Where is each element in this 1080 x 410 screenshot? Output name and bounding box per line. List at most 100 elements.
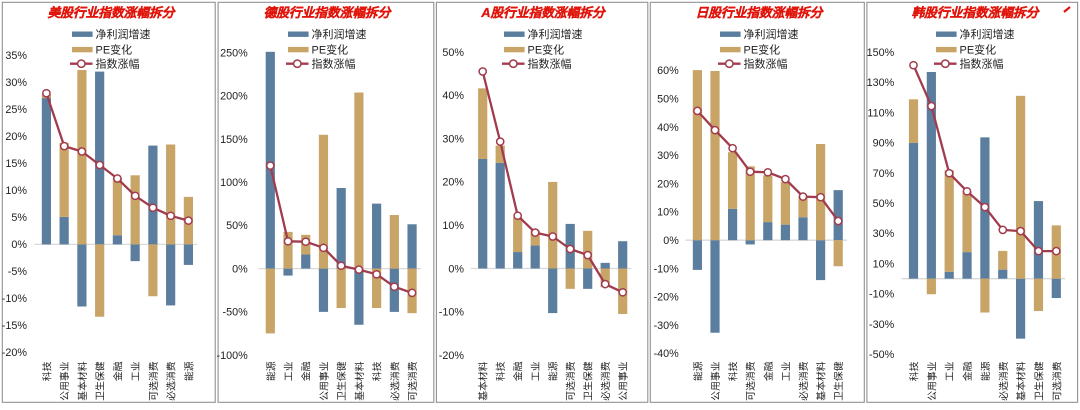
svg-text:-30%: -30% bbox=[654, 320, 680, 332]
svg-text:能源: 能源 bbox=[182, 361, 195, 381]
svg-text:35%: 35% bbox=[5, 50, 27, 62]
svg-text:30%: 30% bbox=[657, 150, 679, 162]
svg-text:A股行业指数涨幅拆分: A股行业指数涨幅拆分 bbox=[480, 6, 607, 20]
svg-text:-10%: -10% bbox=[654, 263, 680, 275]
svg-text:-30%: -30% bbox=[869, 319, 895, 331]
svg-text:20%: 20% bbox=[657, 178, 679, 190]
svg-text:-5%: -5% bbox=[8, 266, 28, 278]
svg-text:60%: 60% bbox=[657, 65, 679, 77]
svg-text:净利润增速: 净利润增速 bbox=[744, 27, 799, 41]
svg-text:卫生保健: 卫生保健 bbox=[94, 361, 107, 400]
svg-text:150%: 150% bbox=[220, 134, 248, 146]
svg-text:基本材料: 基本材料 bbox=[76, 361, 89, 400]
svg-text:必选消费: 必选消费 bbox=[599, 361, 612, 400]
svg-text:-50%: -50% bbox=[869, 349, 895, 361]
svg-text:能源: 能源 bbox=[691, 361, 704, 381]
svg-text:指数涨幅: 指数涨幅 bbox=[312, 57, 356, 71]
svg-text:卫生保健: 卫生保健 bbox=[335, 361, 348, 400]
svg-text:-15%: -15% bbox=[2, 320, 28, 332]
svg-text:50%: 50% bbox=[442, 47, 464, 59]
svg-text:基本材料: 基本材料 bbox=[815, 361, 828, 400]
svg-text:0%: 0% bbox=[663, 235, 679, 247]
svg-text:50%: 50% bbox=[226, 220, 248, 232]
svg-text:可选消费: 可选消费 bbox=[744, 361, 757, 400]
svg-text:金融: 金融 bbox=[300, 361, 313, 381]
svg-text:工业: 工业 bbox=[283, 361, 295, 381]
svg-text:净利润增速: 净利润增速 bbox=[312, 27, 367, 41]
svg-text:50%: 50% bbox=[873, 198, 895, 210]
svg-text:10%: 10% bbox=[657, 207, 679, 219]
svg-text:卫生保健: 卫生保健 bbox=[832, 361, 845, 400]
svg-text:-10%: -10% bbox=[439, 307, 465, 319]
svg-text:PE变化: PE变化 bbox=[528, 43, 565, 57]
svg-text:必选消费: 必选消费 bbox=[997, 361, 1010, 400]
svg-text:公用事业: 公用事业 bbox=[58, 361, 71, 400]
svg-text:科技: 科技 bbox=[727, 361, 740, 381]
svg-text:可选消费: 可选消费 bbox=[147, 361, 160, 400]
svg-text:工业: 工业 bbox=[780, 361, 792, 381]
svg-text:科技: 科技 bbox=[494, 361, 507, 381]
svg-text:PE变化: PE变化 bbox=[744, 43, 781, 57]
svg-text:金融: 金融 bbox=[111, 361, 124, 381]
svg-text:公用事业: 公用事业 bbox=[709, 361, 722, 400]
svg-text:250%: 250% bbox=[220, 47, 248, 59]
svg-text:必选消费: 必选消费 bbox=[797, 361, 810, 400]
svg-text:基本材料: 基本材料 bbox=[477, 361, 490, 400]
svg-text:基本材料: 基本材料 bbox=[1015, 361, 1028, 400]
svg-text:必选消费: 必选消费 bbox=[388, 361, 401, 400]
svg-text:指数涨幅: 指数涨幅 bbox=[960, 57, 1004, 71]
svg-text:-10%: -10% bbox=[2, 293, 28, 305]
svg-text:科技: 科技 bbox=[40, 361, 53, 381]
svg-text:指数涨幅: 指数涨幅 bbox=[96, 57, 140, 71]
svg-text:15%: 15% bbox=[5, 158, 27, 170]
svg-text:0%: 0% bbox=[448, 263, 464, 275]
svg-text:10%: 10% bbox=[5, 185, 27, 197]
svg-text:50%: 50% bbox=[657, 94, 679, 106]
svg-text:30%: 30% bbox=[442, 133, 464, 145]
svg-text:-100%: -100% bbox=[216, 350, 248, 362]
svg-text:公用事业: 公用事业 bbox=[925, 361, 938, 400]
svg-text:10%: 10% bbox=[442, 220, 464, 232]
svg-text:-50%: -50% bbox=[222, 307, 248, 319]
svg-text:0%: 0% bbox=[11, 239, 27, 251]
svg-text:30%: 30% bbox=[873, 228, 895, 240]
svg-text:90%: 90% bbox=[873, 138, 895, 150]
svg-text:卫生保健: 卫生保健 bbox=[1033, 361, 1046, 400]
svg-text:指数涨幅: 指数涨幅 bbox=[528, 57, 572, 71]
svg-text:必选消费: 必选消费 bbox=[165, 361, 178, 400]
svg-text:公用事业: 公用事业 bbox=[318, 361, 331, 400]
svg-text:净利润增速: 净利润增速 bbox=[960, 27, 1015, 41]
svg-text:科技: 科技 bbox=[371, 361, 384, 381]
svg-text:0%: 0% bbox=[232, 263, 248, 275]
svg-text:能源: 能源 bbox=[264, 361, 277, 381]
svg-text:韩股行业指数涨幅拆分: 韩股行业指数涨幅拆分 bbox=[912, 6, 1041, 20]
svg-text:40%: 40% bbox=[657, 122, 679, 134]
svg-text:PE变化: PE变化 bbox=[96, 43, 133, 57]
svg-text:110%: 110% bbox=[867, 107, 894, 119]
svg-text:130%: 130% bbox=[867, 77, 895, 89]
svg-text:能源: 能源 bbox=[547, 361, 560, 381]
svg-text:150%: 150% bbox=[867, 47, 895, 59]
svg-text:5%: 5% bbox=[11, 212, 27, 224]
svg-text:可选消费: 可选消费 bbox=[564, 361, 577, 400]
svg-text:-20%: -20% bbox=[654, 292, 680, 304]
svg-text:工业: 工业 bbox=[530, 361, 542, 381]
svg-text:金融: 金融 bbox=[961, 361, 974, 381]
svg-text:卫生保健: 卫生保健 bbox=[582, 361, 595, 400]
svg-text:可选消费: 可选消费 bbox=[1050, 361, 1063, 400]
svg-text:金融: 金融 bbox=[512, 361, 525, 381]
svg-text:200%: 200% bbox=[220, 91, 248, 103]
svg-text:可选消费: 可选消费 bbox=[406, 361, 419, 400]
svg-text:基本材料: 基本材料 bbox=[353, 361, 366, 400]
svg-text:能源: 能源 bbox=[979, 361, 992, 381]
svg-text:10%: 10% bbox=[873, 258, 895, 270]
svg-text:金融: 金融 bbox=[762, 361, 775, 381]
svg-text:PE变化: PE变化 bbox=[960, 43, 997, 57]
svg-text:100%: 100% bbox=[220, 177, 248, 189]
svg-text:工业: 工业 bbox=[944, 361, 956, 381]
svg-text:德股行业指数涨幅拆分: 德股行业指数涨幅拆分 bbox=[264, 6, 393, 20]
svg-text:工业: 工业 bbox=[130, 361, 142, 381]
svg-text:净利润增速: 净利润增速 bbox=[96, 27, 151, 41]
svg-text:-20%: -20% bbox=[439, 350, 465, 362]
svg-text:25%: 25% bbox=[5, 104, 27, 116]
